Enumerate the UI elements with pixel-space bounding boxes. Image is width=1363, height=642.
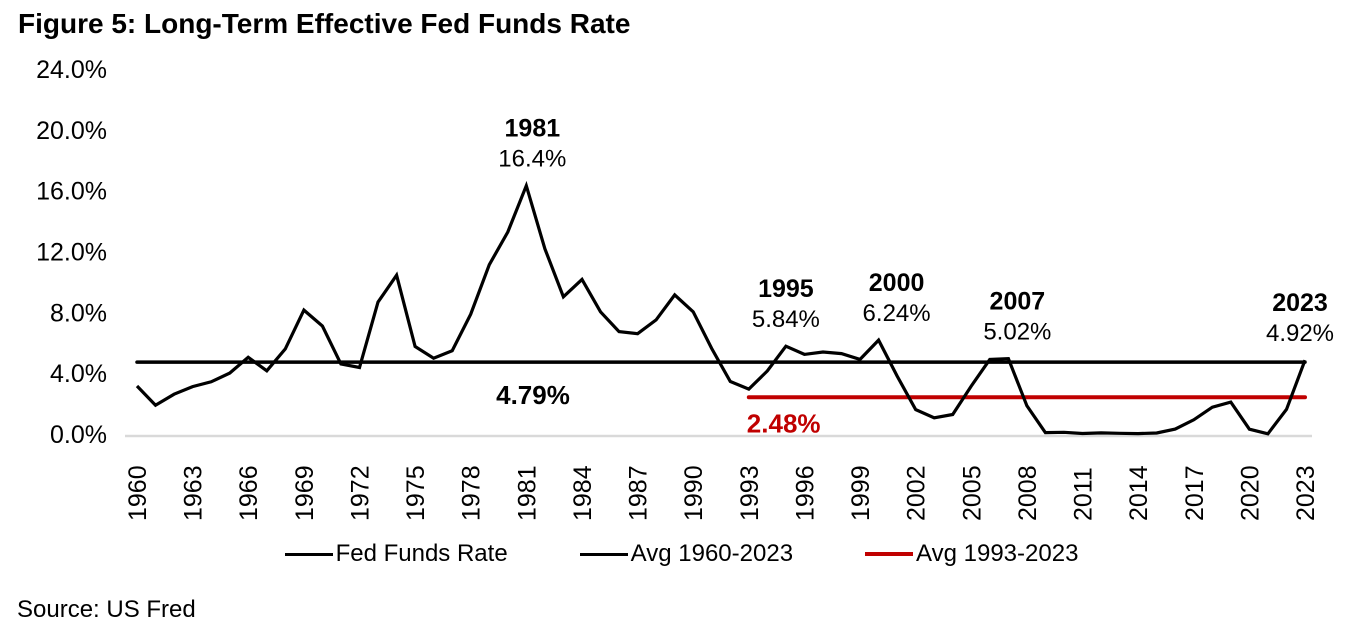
x-tick-label: 1993 [736,465,764,521]
y-tick-label: 0.0% [50,421,107,449]
fed-funds-rate-chart: 4.79% 2.48% 24.0% 20.0% 16.0% 12.0% 8.0% 4.0% 0.… [36,56,1334,521]
legend-line-swatch-red [865,552,914,556]
x-tick-label: 2008 [1014,465,1042,521]
x-tick-label: 1996 [791,465,819,521]
y-tick-label: 24.0% [36,56,107,84]
y-tick-label: 8.0% [50,299,107,327]
annotation-year-label: 1995 [758,275,814,303]
legend-line-swatch-black [579,552,628,556]
legend-item-fed-funds-rate: Fed Funds Rate [284,540,508,568]
y-tick-label: 16.0% [36,178,107,206]
legend-line-swatch-black [284,552,333,556]
annotation-value-label: 16.4% [498,146,566,173]
x-tick-label: 1984 [569,465,597,521]
legend-label: Avg 1960-2023 [630,540,794,567]
legend-label: Fed Funds Rate [335,540,508,567]
x-tick-label: 1966 [235,465,263,521]
avg-value-label: 4.79% [496,380,570,410]
figure-title: Figure 5: Long-Term Effective Fed Funds … [18,8,631,39]
annotation-year-label: 2007 [990,288,1046,316]
fed-funds-rate-line [135,180,1307,436]
x-tick-label: 1990 [680,465,708,521]
x-tick-label: 1960 [124,465,152,521]
annotation-value-label: 5.02% [983,319,1051,346]
source-note: Source: US Fred [17,596,196,623]
x-tick-label: 2005 [958,465,986,521]
x-tick-label: 2002 [903,465,931,521]
annotation-year-label: 1981 [505,115,561,143]
x-tick-label: 2014 [1125,465,1153,521]
y-tick-label: 12.0% [36,239,107,267]
annotation-value-label: 5.84% [752,306,820,333]
x-tick-label: 1999 [847,465,875,521]
x-tick-label: 1987 [625,465,653,521]
chart-legend: Fed Funds Rate Avg 1960-2023 Avg 1993-20… [0,540,1363,568]
x-tick-label: 1978 [458,465,486,521]
legend-item-avg-1993-2023: Avg 1993-2023 [865,540,1078,568]
annotation-value-label: 4.92% [1266,320,1334,347]
x-tick-label: 1981 [513,465,541,521]
annotation-year-label: 2023 [1272,289,1328,317]
x-tick-label: 1969 [291,465,319,521]
annotation-year-label: 2000 [869,269,925,297]
x-tick-label: 1972 [346,465,374,521]
x-tick-label: 1963 [180,465,208,521]
y-tick-label: 4.0% [50,360,107,388]
x-tick-label: 2023 [1292,465,1320,521]
x-tick-label: 2011 [1070,467,1098,521]
y-tick-label: 20.0% [36,117,107,145]
x-tick-label: 2020 [1236,465,1264,521]
legend-item-avg-1960-2023: Avg 1960-2023 [579,540,794,568]
avg-value-label: 2.48% [747,408,821,438]
annotation-value-label: 6.24% [863,300,931,327]
legend-label: Avg 1993-2023 [916,540,1079,567]
x-tick-label: 1975 [402,465,430,521]
x-tick-label: 2017 [1181,465,1209,521]
